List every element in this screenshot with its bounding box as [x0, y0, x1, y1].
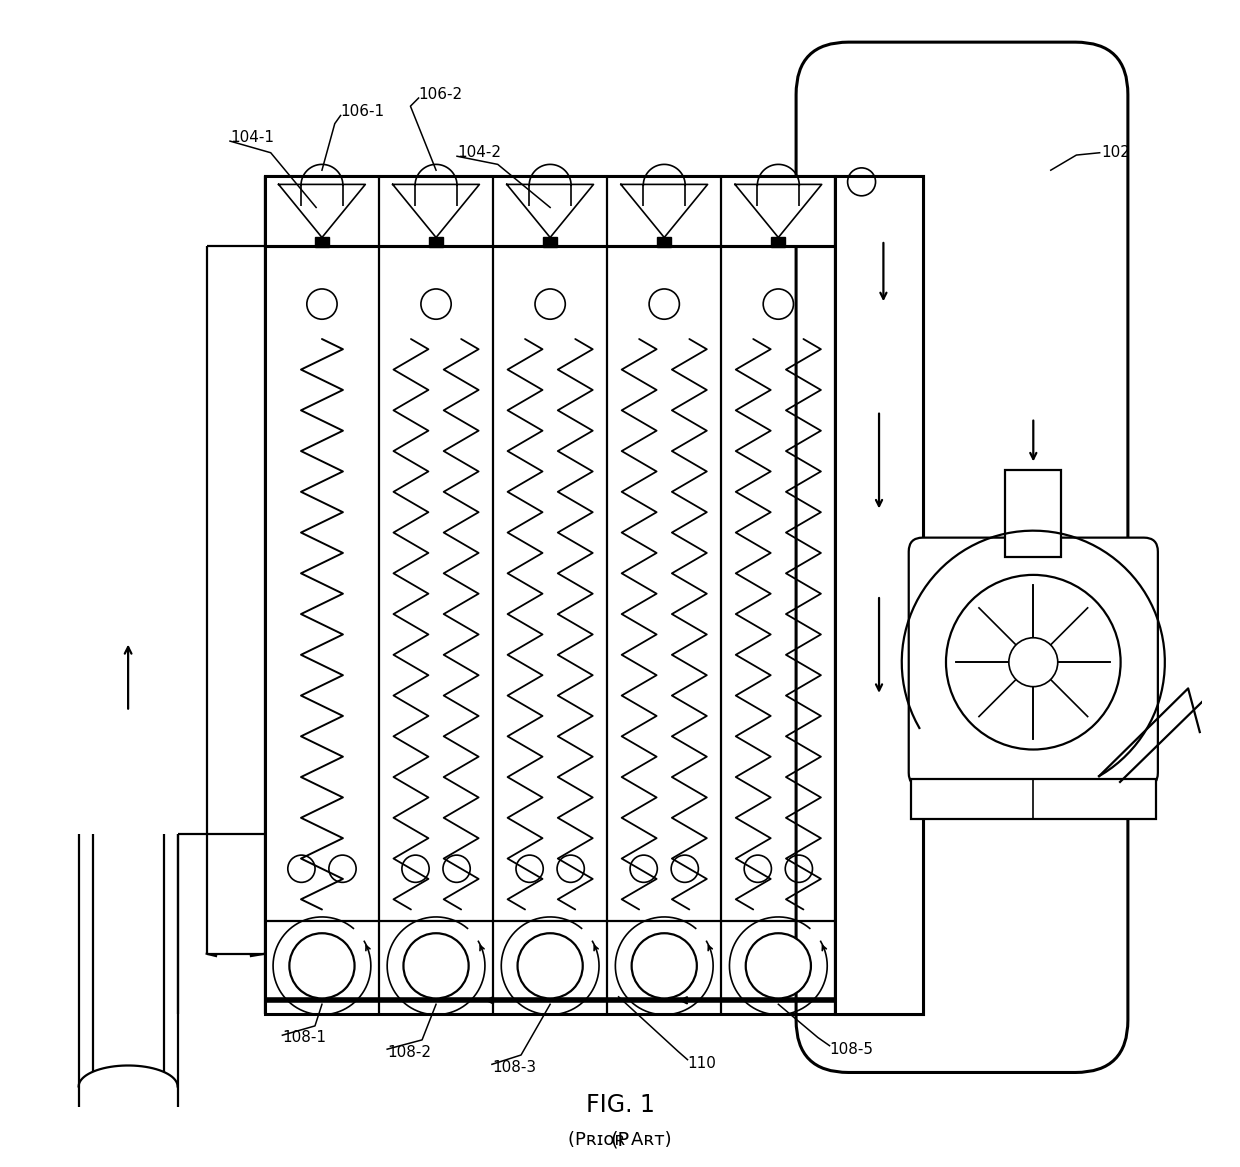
Circle shape — [631, 934, 697, 999]
Text: 106-1: 106-1 — [341, 105, 384, 119]
Circle shape — [517, 934, 583, 999]
Text: 108-2: 108-2 — [387, 1046, 432, 1060]
Circle shape — [403, 934, 469, 999]
Bar — [265, 176, 923, 1014]
Bar — [771, 238, 785, 246]
Text: 110: 110 — [687, 1056, 717, 1070]
Text: 106-2: 106-2 — [419, 88, 463, 102]
Bar — [543, 238, 557, 246]
Text: 108-3: 108-3 — [492, 1061, 536, 1075]
Text: 108-5: 108-5 — [830, 1042, 873, 1056]
Circle shape — [289, 934, 355, 999]
Bar — [836, 176, 923, 1014]
Bar — [429, 238, 443, 246]
Bar — [265, 176, 836, 246]
Bar — [911, 778, 1156, 819]
Circle shape — [946, 575, 1121, 749]
Circle shape — [745, 934, 811, 999]
Bar — [315, 238, 329, 246]
Text: (P: (P — [610, 1131, 630, 1149]
Text: FIG. 1: FIG. 1 — [585, 1093, 655, 1117]
Text: 102: 102 — [1101, 145, 1130, 160]
Text: 104-1: 104-1 — [229, 130, 274, 145]
Text: (Pʀɪᴏʀ Aʀᴛ): (Pʀɪᴏʀ Aʀᴛ) — [568, 1131, 672, 1149]
FancyBboxPatch shape — [909, 538, 1158, 787]
Bar — [1006, 470, 1061, 558]
Text: 108-1: 108-1 — [283, 1030, 326, 1044]
Text: 104-2: 104-2 — [458, 145, 501, 160]
Bar — [657, 238, 671, 246]
Circle shape — [1009, 637, 1058, 686]
